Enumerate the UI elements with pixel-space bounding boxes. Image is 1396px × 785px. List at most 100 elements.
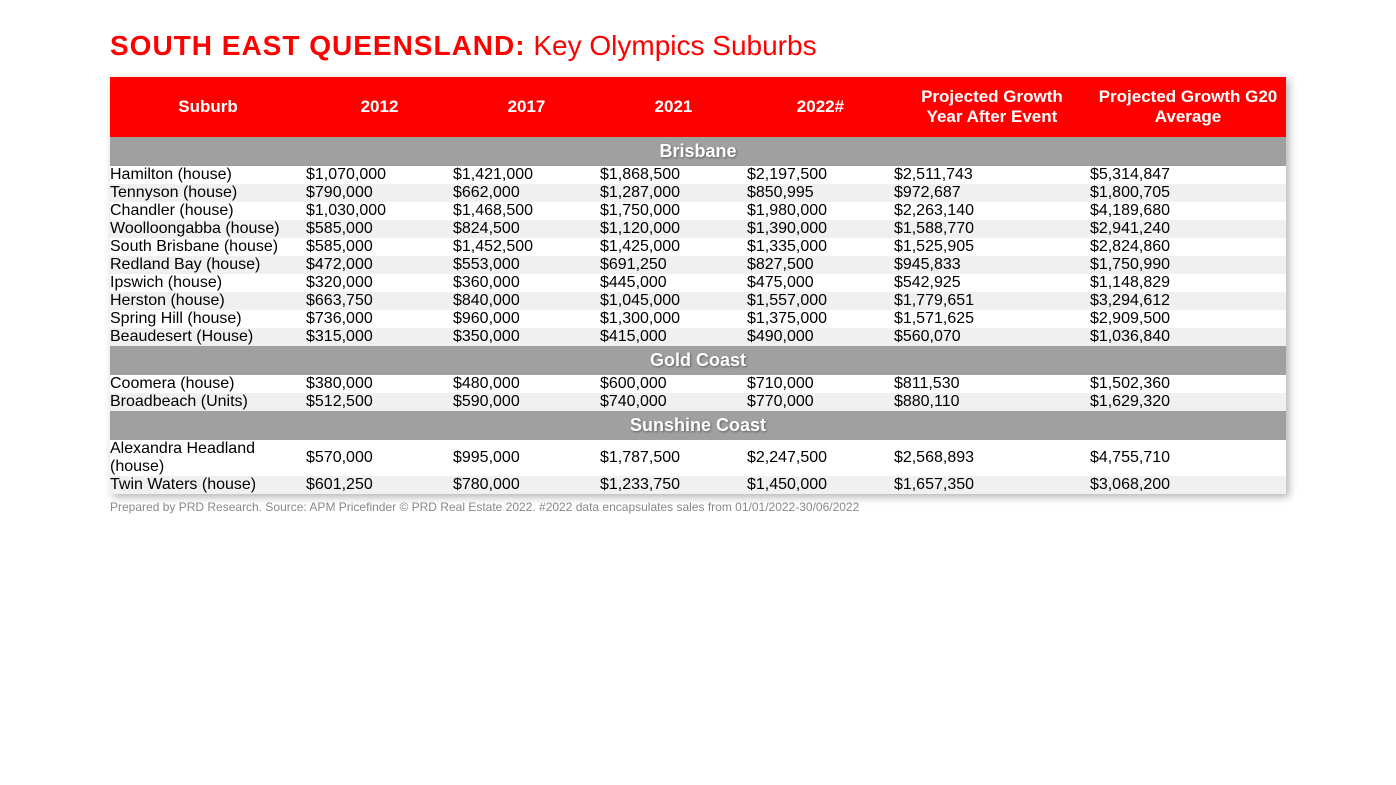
section-header: Gold Coast: [110, 346, 1286, 375]
table-cell: $850,995: [747, 184, 894, 202]
table-header: Suburb 2012 2017 2021 2022# Projected Gr…: [110, 77, 1286, 137]
table-cell: $1,779,651: [894, 292, 1090, 310]
table-cell: Coomera (house): [110, 375, 306, 393]
table-cell: Spring Hill (house): [110, 310, 306, 328]
table-cell: $600,000: [600, 375, 747, 393]
table-cell: $585,000: [306, 238, 453, 256]
table-cell: $736,000: [306, 310, 453, 328]
table-cell: $1,036,840: [1090, 328, 1286, 346]
table-body: BrisbaneHamilton (house)$1,070,000$1,421…: [110, 137, 1286, 494]
table-cell: $880,110: [894, 393, 1090, 411]
table-cell: $2,511,743: [894, 166, 1090, 184]
table-row: Tennyson (house)$790,000$662,000$1,287,0…: [110, 184, 1286, 202]
table-cell: Chandler (house): [110, 202, 306, 220]
table-row: Hamilton (house)$1,070,000$1,421,000$1,8…: [110, 166, 1286, 184]
table-cell: $2,568,893: [894, 440, 1090, 476]
table-row: Spring Hill (house)$736,000$960,000$1,30…: [110, 310, 1286, 328]
table-row: Herston (house)$663,750$840,000$1,045,00…: [110, 292, 1286, 310]
table-cell: $3,294,612: [1090, 292, 1286, 310]
table-cell: $570,000: [306, 440, 453, 476]
table-cell: Tennyson (house): [110, 184, 306, 202]
table-cell: $790,000: [306, 184, 453, 202]
table-cell: $1,787,500: [600, 440, 747, 476]
table-cell: $827,500: [747, 256, 894, 274]
table-cell: $1,335,000: [747, 238, 894, 256]
table-cell: $350,000: [453, 328, 600, 346]
table-cell: $590,000: [453, 393, 600, 411]
table-cell: $770,000: [747, 393, 894, 411]
table-row: Alexandra Headland (house)$570,000$995,0…: [110, 440, 1286, 476]
table-cell: $472,000: [306, 256, 453, 274]
col-2022: 2022#: [747, 77, 894, 137]
section-header: Brisbane: [110, 137, 1286, 166]
table-cell: $4,189,680: [1090, 202, 1286, 220]
table-row: Woolloongabba (house)$585,000$824,500$1,…: [110, 220, 1286, 238]
table-cell: $1,375,000: [747, 310, 894, 328]
table-cell: $995,000: [453, 440, 600, 476]
table-cell: $1,800,705: [1090, 184, 1286, 202]
title-light: Key Olympics Suburbs: [526, 30, 817, 61]
table-cell: $1,468,500: [453, 202, 600, 220]
table-cell: $1,557,000: [747, 292, 894, 310]
table-cell: $662,000: [453, 184, 600, 202]
table-cell: $663,750: [306, 292, 453, 310]
table-cell: $1,980,000: [747, 202, 894, 220]
table-cell: $1,300,000: [600, 310, 747, 328]
col-proj-g20: Projected Growth G20 Average: [1090, 77, 1286, 137]
table-cell: $3,068,200: [1090, 476, 1286, 494]
table-cell: $560,070: [894, 328, 1090, 346]
table-cell: Beaudesert (House): [110, 328, 306, 346]
table-cell: $2,263,140: [894, 202, 1090, 220]
table-cell: $4,755,710: [1090, 440, 1286, 476]
table-cell: $475,000: [747, 274, 894, 292]
footnote: Prepared by PRD Research. Source: APM Pr…: [110, 500, 1286, 514]
table-cell: $2,941,240: [1090, 220, 1286, 238]
table-cell: $601,250: [306, 476, 453, 494]
table-cell: $1,030,000: [306, 202, 453, 220]
table-cell: $1,421,000: [453, 166, 600, 184]
table-cell: $1,750,990: [1090, 256, 1286, 274]
table-cell: $512,500: [306, 393, 453, 411]
table-cell: $360,000: [453, 274, 600, 292]
table-row: South Brisbane (house)$585,000$1,452,500…: [110, 238, 1286, 256]
table-row: Ipswich (house)$320,000$360,000$445,000$…: [110, 274, 1286, 292]
table-row: Redland Bay (house)$472,000$553,000$691,…: [110, 256, 1286, 274]
table-container: Suburb 2012 2017 2021 2022# Projected Gr…: [110, 77, 1286, 494]
table-cell: Herston (house): [110, 292, 306, 310]
section-name: Gold Coast: [110, 346, 1286, 375]
table-row: Chandler (house)$1,030,000$1,468,500$1,7…: [110, 202, 1286, 220]
table-cell: $2,909,500: [1090, 310, 1286, 328]
table-cell: $1,657,350: [894, 476, 1090, 494]
table-row: Beaudesert (House)$315,000$350,000$415,0…: [110, 328, 1286, 346]
table-cell: $320,000: [306, 274, 453, 292]
table-cell: $691,250: [600, 256, 747, 274]
col-suburb: Suburb: [110, 77, 306, 137]
table-cell: $1,425,000: [600, 238, 747, 256]
table-cell: $1,070,000: [306, 166, 453, 184]
table-cell: $380,000: [306, 375, 453, 393]
table-cell: $1,045,000: [600, 292, 747, 310]
table-cell: $445,000: [600, 274, 747, 292]
table-row: Coomera (house)$380,000$480,000$600,000$…: [110, 375, 1286, 393]
table-cell: $1,588,770: [894, 220, 1090, 238]
table-cell: $1,287,000: [600, 184, 747, 202]
table-cell: $1,233,750: [600, 476, 747, 494]
table-cell: $553,000: [453, 256, 600, 274]
page-title: SOUTH EAST QUEENSLAND: Key Olympics Subu…: [110, 30, 1286, 62]
table-cell: $1,525,905: [894, 238, 1090, 256]
table-cell: $1,120,000: [600, 220, 747, 238]
table-cell: South Brisbane (house): [110, 238, 306, 256]
table-cell: $1,390,000: [747, 220, 894, 238]
section-name: Brisbane: [110, 137, 1286, 166]
table-cell: Ipswich (house): [110, 274, 306, 292]
section-header: Sunshine Coast: [110, 411, 1286, 440]
table-cell: $710,000: [747, 375, 894, 393]
table-cell: $1,148,829: [1090, 274, 1286, 292]
table-cell: $415,000: [600, 328, 747, 346]
table-cell: $585,000: [306, 220, 453, 238]
table-cell: $1,452,500: [453, 238, 600, 256]
table-cell: $1,750,000: [600, 202, 747, 220]
table-cell: Broadbeach (Units): [110, 393, 306, 411]
table-cell: Hamilton (house): [110, 166, 306, 184]
table-cell: $1,502,360: [1090, 375, 1286, 393]
